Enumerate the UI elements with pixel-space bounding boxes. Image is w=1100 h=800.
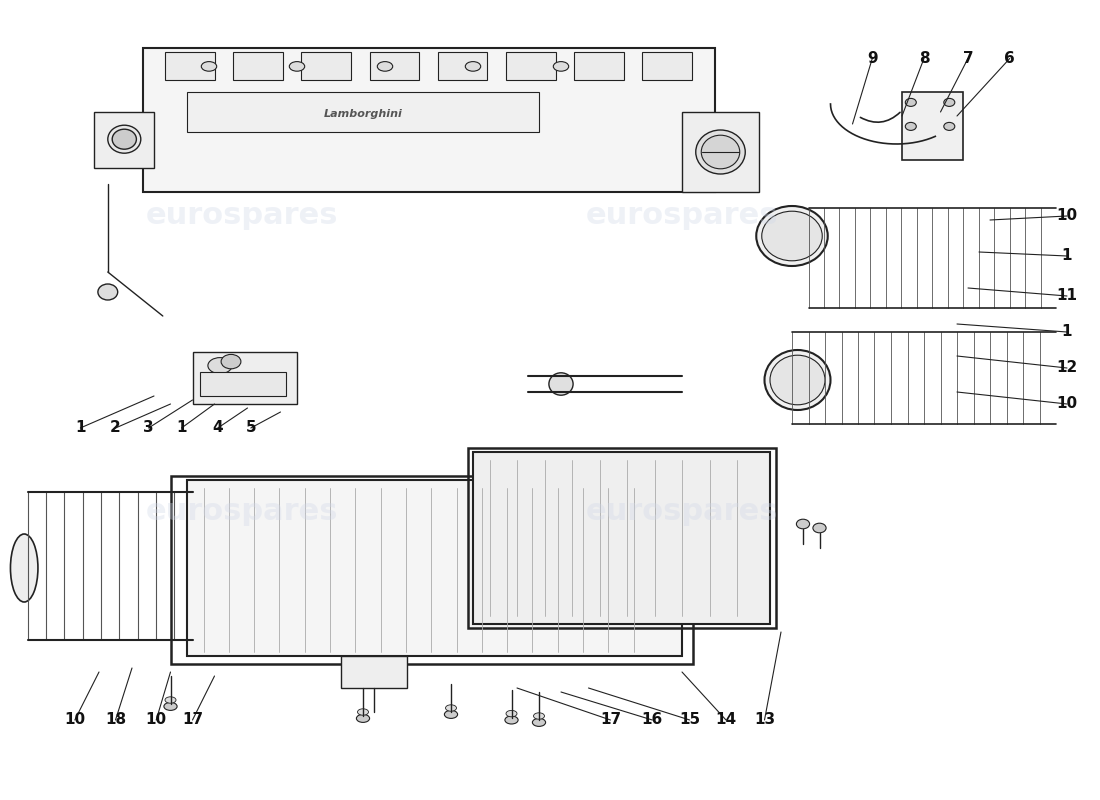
Bar: [682, 112, 759, 192]
Ellipse shape: [98, 284, 118, 300]
Ellipse shape: [944, 98, 955, 106]
Ellipse shape: [108, 126, 141, 154]
Bar: [94, 112, 154, 168]
Ellipse shape: [201, 62, 217, 71]
Ellipse shape: [221, 354, 241, 369]
Ellipse shape: [164, 702, 177, 710]
Ellipse shape: [796, 519, 810, 529]
Text: 4: 4: [212, 421, 223, 435]
Ellipse shape: [444, 710, 458, 718]
Text: 17: 17: [182, 713, 204, 727]
Ellipse shape: [813, 523, 826, 533]
Text: 10: 10: [64, 713, 86, 727]
Ellipse shape: [208, 358, 232, 374]
Bar: [574, 52, 624, 80]
Ellipse shape: [112, 130, 136, 149]
Bar: [192, 352, 297, 404]
Text: 9: 9: [867, 51, 878, 66]
Bar: [438, 52, 487, 80]
Text: 10: 10: [1056, 209, 1078, 223]
Text: eurospares: eurospares: [145, 202, 339, 230]
Text: eurospares: eurospares: [585, 202, 779, 230]
Ellipse shape: [553, 62, 569, 71]
Bar: [341, 656, 407, 688]
Ellipse shape: [905, 98, 916, 106]
Text: 13: 13: [754, 713, 776, 727]
Bar: [642, 52, 692, 80]
Text: 10: 10: [145, 713, 167, 727]
Ellipse shape: [289, 62, 305, 71]
Text: 10: 10: [1056, 397, 1078, 411]
Text: 7: 7: [962, 51, 974, 66]
Text: 1: 1: [75, 421, 86, 435]
Ellipse shape: [702, 135, 739, 169]
Bar: [301, 52, 351, 80]
Text: 5: 5: [245, 421, 256, 435]
Ellipse shape: [905, 122, 916, 130]
Ellipse shape: [532, 718, 546, 726]
Ellipse shape: [356, 714, 370, 722]
Text: 16: 16: [641, 713, 663, 727]
Ellipse shape: [165, 697, 176, 703]
Text: eurospares: eurospares: [585, 498, 779, 526]
Bar: [506, 52, 556, 80]
Text: Lamborghini: Lamborghini: [323, 109, 403, 118]
Ellipse shape: [506, 710, 517, 717]
Text: 1: 1: [1062, 249, 1072, 263]
Ellipse shape: [465, 62, 481, 71]
Text: 12: 12: [1056, 361, 1078, 375]
Ellipse shape: [505, 716, 518, 724]
Ellipse shape: [770, 355, 825, 405]
Ellipse shape: [358, 709, 368, 715]
Bar: [468, 448, 776, 628]
Ellipse shape: [11, 534, 37, 602]
Text: 8: 8: [918, 51, 930, 66]
Ellipse shape: [695, 130, 746, 174]
Bar: [370, 52, 419, 80]
Ellipse shape: [377, 62, 393, 71]
Text: 11: 11: [1056, 289, 1078, 303]
Bar: [187, 480, 682, 656]
Text: 14: 14: [715, 713, 737, 727]
Bar: [233, 52, 283, 80]
Text: 6: 6: [1004, 51, 1015, 66]
Text: 1: 1: [1062, 325, 1072, 339]
Ellipse shape: [761, 211, 823, 261]
Text: 1: 1: [176, 421, 187, 435]
Text: 2: 2: [110, 421, 121, 435]
Ellipse shape: [549, 373, 573, 395]
Text: 15: 15: [679, 713, 701, 727]
Ellipse shape: [764, 350, 830, 410]
Bar: [165, 52, 214, 80]
Bar: [473, 452, 770, 624]
Bar: [143, 48, 715, 192]
Text: 17: 17: [600, 713, 621, 727]
Bar: [902, 92, 962, 160]
Ellipse shape: [757, 206, 827, 266]
Text: eurospares: eurospares: [145, 498, 339, 526]
Ellipse shape: [446, 705, 456, 711]
Bar: [170, 476, 693, 664]
Ellipse shape: [534, 713, 544, 719]
Text: 3: 3: [143, 421, 154, 435]
Text: 18: 18: [104, 713, 126, 727]
Bar: [187, 92, 539, 132]
Ellipse shape: [944, 122, 955, 130]
Bar: [200, 372, 286, 396]
